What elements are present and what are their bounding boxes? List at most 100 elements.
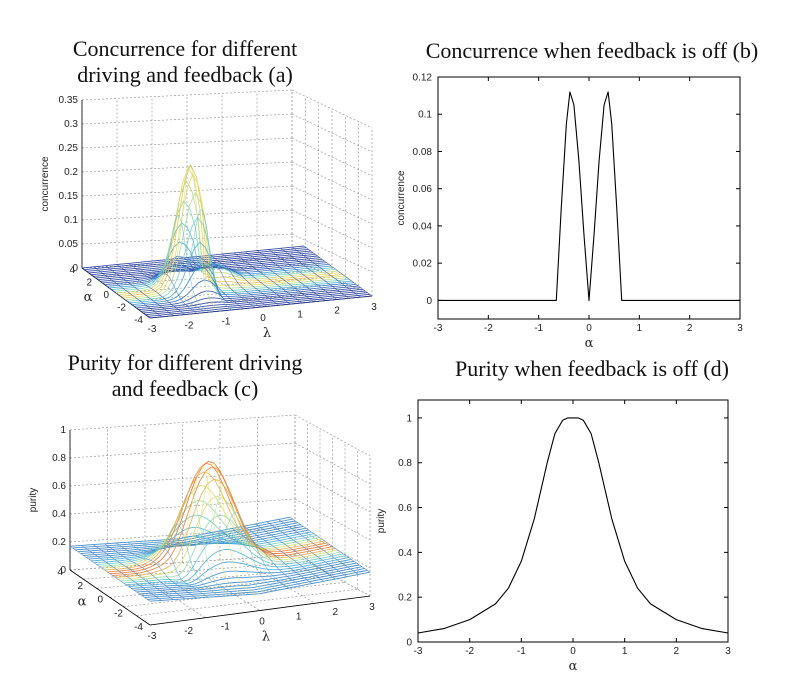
panel-a-surface-row	[84, 247, 307, 271]
panel-a-surface: 00.050.10.150.20.250.30.35-3 -2 -1 0 1 2 3420-…	[40, 89, 377, 341]
panel-c-surface-col	[255, 523, 336, 580]
panel-c-surface-row	[91, 531, 312, 562]
panel-a-surface-row	[143, 290, 366, 314]
panel-b-ytick-label: 0.1	[418, 110, 432, 121]
panel-a-surface-col	[140, 215, 209, 313]
panel-c-surface-row	[131, 558, 352, 589]
panel-c-title: Purity for different driving and feedbac…	[40, 350, 330, 402]
panel-c-surface-row	[147, 569, 368, 600]
panel-d-xlabel: α	[569, 659, 578, 674]
panel-c-surface-row	[149, 571, 371, 602]
panel-c-surface-row	[83, 525, 304, 556]
panel-a-surface-row	[109, 241, 332, 289]
panel-a-surface-col	[222, 253, 291, 305]
panel-b-ytick-label: 0.12	[413, 73, 433, 84]
panel-b-xtick-label: 1	[637, 323, 643, 334]
panel-c-surface-row	[101, 484, 323, 569]
panel-c-floor-grid-x	[136, 588, 358, 617]
panel-a-surface-row	[118, 166, 341, 296]
panel-c-xtick-label: 3	[369, 602, 375, 613]
panel-a-surface-row	[149, 295, 373, 319]
panel-d-ytick-label: 1	[406, 413, 412, 424]
panel-c-surface-row	[136, 562, 357, 593]
panel-a-surface-row	[113, 200, 336, 292]
panel-d-xtick-label: 3	[725, 646, 731, 657]
panel-a-surface-row	[145, 292, 368, 316]
panel-c-surface-row	[115, 478, 336, 578]
panel-a-surface-col	[303, 245, 373, 297]
panel-a-surface-col	[175, 258, 244, 309]
panel-a-ztick-label: 0.25	[59, 143, 79, 154]
panel-c-ytick-label: 0	[97, 595, 103, 606]
panel-c-lambda-axis	[149, 595, 371, 626]
panel-d-title: Purity when feedback is off (d)	[455, 356, 729, 381]
panel-a-ztick-label: 0.2	[64, 167, 78, 178]
panel-d-ytick-label: 0.2	[398, 593, 412, 604]
panel-a-surface-col	[81, 267, 151, 319]
panel-d-xtick-label: 0	[570, 646, 576, 657]
panel-c-floor-grid-x	[83, 561, 308, 580]
panel-a-surface-row	[115, 179, 339, 294]
panel-c-surface-col	[289, 516, 371, 573]
panel-d-xtick-label: 2	[674, 646, 680, 657]
panel-a-zlabel: concurrence	[40, 156, 51, 211]
panel-b-ytick-label: 0.08	[413, 147, 433, 158]
panel-a-surface-row	[134, 279, 357, 307]
panel-c-surface-row	[117, 495, 339, 580]
panel-c-xtick-label: 2	[333, 607, 339, 618]
panel-a-title-line2: driving and feedback (a)	[77, 62, 293, 87]
panel-a-title: Concurrence for different driving and fe…	[40, 36, 330, 88]
panel-b-ylabel: concurrence	[396, 170, 407, 225]
panel-c-ylabel: α	[78, 595, 87, 610]
panel-c-xtick-label: -2	[184, 626, 193, 637]
panel-c-title-line2: and feedback (c)	[111, 376, 259, 401]
panel-a-surface-col	[116, 264, 186, 315]
panel-a-ytick-label: -2	[117, 303, 126, 314]
panel-a-ytick-label: -4	[134, 315, 143, 326]
panel-a-ytick-label: 4	[69, 265, 75, 276]
panel-a-xtick-label: 3	[371, 302, 377, 313]
panel-c-alpha-axis	[69, 569, 151, 626]
panel-c-surface-row	[93, 526, 315, 564]
panel-a-xtick-label: 0	[260, 313, 266, 324]
panel-a-surface-row	[102, 260, 325, 284]
panel-c-surface-row	[112, 466, 333, 576]
panel-a-xtick-label: 1	[297, 309, 303, 320]
panel-c-ztick-label: 0.2	[52, 537, 66, 548]
panel-a-surface-row	[122, 172, 345, 299]
panel-a-surface-row	[86, 248, 309, 272]
panel-c-xtick-label: -1	[221, 621, 230, 632]
panel-c-surface-row	[120, 514, 341, 582]
panel-c-surface-col	[104, 543, 185, 600]
panel-a-surface-col	[268, 249, 338, 300]
panel-a-surface-row	[104, 262, 327, 286]
panel-c-surface-col	[150, 490, 232, 596]
panel-a-surface-col	[233, 252, 303, 304]
panel-a-surface-col	[257, 250, 326, 301]
panel-d-line-chart: -3 -2 -1 0 1 2 3 0 0.2 0.4 0.6 0.8 1 α purity	[376, 399, 731, 674]
panel-a-xtick-label: -3	[148, 324, 157, 335]
panel-c-floor-grid-y	[182, 562, 261, 611]
panel-a-surface-row	[81, 245, 305, 269]
panel-d-xtick-label: -2	[465, 646, 474, 657]
panel-c-xlabel: λ	[262, 630, 270, 645]
panel-a-surface-col	[105, 265, 174, 316]
panel-d-ytick-label: 0.4	[398, 548, 412, 559]
panel-d-xtick-label: -1	[517, 646, 526, 657]
panel-c-surface-col	[243, 526, 324, 582]
panel-d-axes-box	[417, 399, 729, 643]
panel-d-ylabel: purity	[376, 509, 387, 533]
panel-c-surface-row	[99, 500, 320, 567]
panel-c-surface-col	[220, 530, 301, 587]
panel-c-ztick-label: 0	[60, 565, 66, 576]
panel-c-surface-row	[77, 522, 299, 553]
panel-b-ytick-label: 0	[426, 296, 432, 307]
panel-c-floor-grid-x	[123, 581, 346, 608]
panel-a-surface-col	[163, 209, 232, 311]
panel-c-surface-col	[231, 528, 313, 584]
panel-c-surface-col	[162, 465, 243, 596]
panel-c-xtick-label: 1	[296, 612, 302, 623]
panel-c-surface-col	[69, 545, 151, 602]
